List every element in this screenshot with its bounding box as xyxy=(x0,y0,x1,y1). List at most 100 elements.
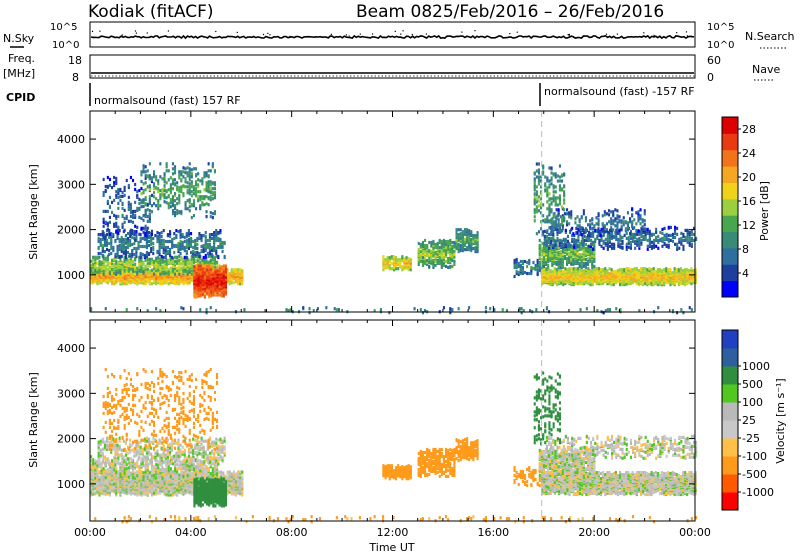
data-cell xyxy=(558,270,561,274)
data-cell xyxy=(180,178,183,182)
data-cell xyxy=(241,282,244,286)
data-cell xyxy=(159,195,162,199)
data-cell xyxy=(96,282,99,286)
data-cell xyxy=(629,236,632,240)
data-cell xyxy=(165,280,168,284)
data-cell xyxy=(140,173,143,177)
data-cell xyxy=(476,238,479,242)
data-cell xyxy=(201,177,204,181)
data-cell xyxy=(652,283,655,287)
data-cell xyxy=(211,216,214,220)
data-cell xyxy=(129,262,132,266)
data-cell xyxy=(558,243,561,247)
data-cell xyxy=(612,270,615,274)
data-cell xyxy=(155,279,158,283)
data-cell xyxy=(101,243,104,248)
data-cell xyxy=(106,221,109,225)
data-cell xyxy=(129,255,132,259)
data-cell xyxy=(474,246,477,250)
data-cell xyxy=(574,248,577,253)
data-cell xyxy=(440,239,443,244)
data-cell xyxy=(136,225,139,229)
data-cell xyxy=(583,271,586,275)
data-cell xyxy=(197,199,200,203)
data-cell xyxy=(556,236,559,240)
data-cell xyxy=(466,239,469,243)
data-cell xyxy=(457,228,460,232)
data-cell xyxy=(153,281,156,285)
data-cell xyxy=(568,267,571,271)
data-cell xyxy=(239,280,242,284)
data-cell xyxy=(579,280,582,284)
data-cell xyxy=(171,180,174,184)
data-cell xyxy=(134,265,137,269)
data-cell xyxy=(146,278,149,282)
data-cell xyxy=(447,265,450,269)
data-cell xyxy=(637,272,640,276)
data-cell xyxy=(656,281,659,285)
data-cell xyxy=(201,195,204,199)
data-cell xyxy=(178,173,181,177)
data-cell xyxy=(110,232,113,236)
data-cell xyxy=(152,245,155,250)
data-cell xyxy=(640,267,643,271)
data-cell xyxy=(122,237,125,242)
data-cell xyxy=(575,240,578,244)
data-cell xyxy=(434,255,437,260)
data-cell xyxy=(178,282,181,286)
data-cell xyxy=(187,246,190,251)
data-cell xyxy=(182,265,185,269)
data-cell xyxy=(619,234,622,238)
data-cell xyxy=(631,268,634,272)
data-cell xyxy=(445,248,448,253)
data-cell xyxy=(555,248,558,253)
data-cell xyxy=(619,242,622,246)
data-cell xyxy=(209,183,212,187)
data-cell xyxy=(159,197,162,201)
nsearch-dot xyxy=(567,34,569,36)
data-cell xyxy=(583,234,586,238)
data-cell xyxy=(188,270,191,274)
data-cell xyxy=(132,262,135,266)
data-cell xyxy=(142,182,145,186)
data-cell xyxy=(640,234,643,238)
data-cell xyxy=(218,267,221,271)
data-cell xyxy=(550,240,553,244)
data-cell xyxy=(162,229,165,233)
data-cell xyxy=(101,245,104,250)
data-cell xyxy=(123,220,126,224)
data-cell xyxy=(129,205,132,209)
data-cell xyxy=(571,233,574,237)
data-cell xyxy=(150,241,153,246)
data-cell xyxy=(476,231,479,235)
data-cell xyxy=(222,264,225,268)
data-cell xyxy=(432,243,435,248)
data-cell xyxy=(200,234,203,238)
data-cell xyxy=(578,263,581,267)
data-cell xyxy=(619,283,622,287)
data-cell xyxy=(160,245,163,250)
data-cell xyxy=(569,243,572,247)
data-cell xyxy=(115,181,118,186)
data-cell xyxy=(608,234,611,238)
data-cell xyxy=(517,272,520,277)
data-cell xyxy=(595,272,598,276)
data-cell xyxy=(186,171,189,175)
data-cell xyxy=(113,222,116,226)
data-cell xyxy=(627,270,630,274)
data-cell xyxy=(585,281,588,285)
data-cell xyxy=(108,241,111,246)
data-cell xyxy=(205,171,208,175)
data-cell xyxy=(165,189,168,193)
data-cell xyxy=(570,271,573,275)
data-cell xyxy=(534,263,537,268)
data-cell xyxy=(195,180,198,184)
data-cell xyxy=(174,192,177,196)
data-cell xyxy=(180,185,183,189)
data-cell xyxy=(155,268,158,272)
data-cell xyxy=(209,195,212,199)
data-cell xyxy=(198,236,201,241)
data-cell xyxy=(625,282,628,286)
data-cell xyxy=(144,214,147,218)
data-cell xyxy=(102,224,105,228)
